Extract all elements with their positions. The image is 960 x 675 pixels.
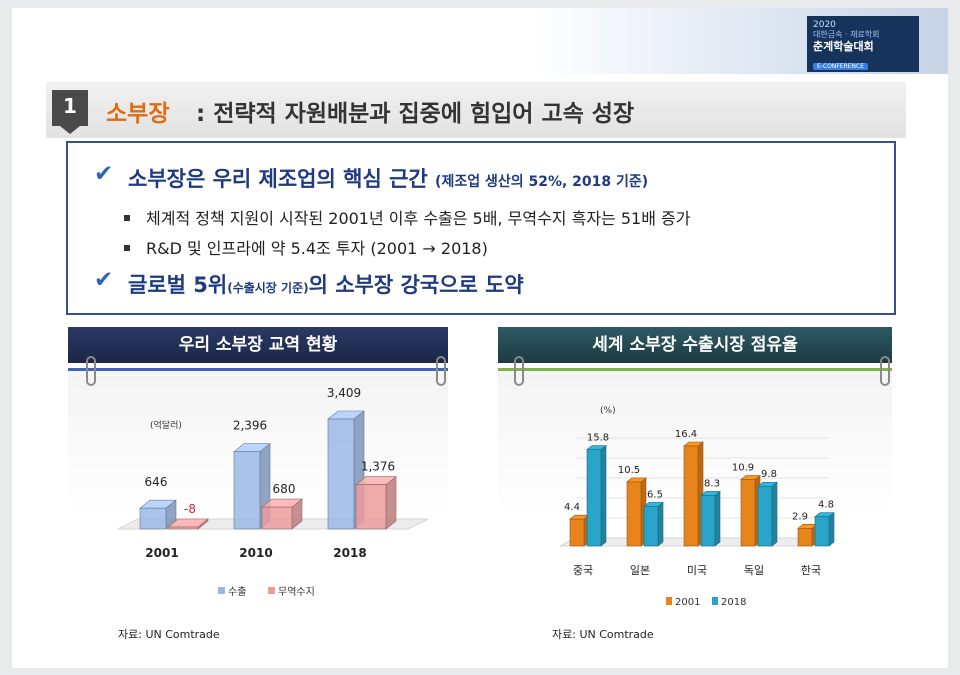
heading-keyword: 소부장 [106, 101, 170, 127]
summary-box: ✔ 소부장은 우리 제조업의 핵심 근간 (제조업 생산의 52%, 2018 … [66, 141, 896, 315]
trade-value-label: 646 [145, 475, 168, 489]
conference-tag: E-CONFERENCE [813, 63, 869, 70]
share-legend-label: 2018 [721, 597, 746, 608]
trade-chart-title: 우리 소부장 교역 현황 [68, 327, 448, 363]
share-bar-2018 [814, 516, 830, 547]
share-bar-2001 [569, 518, 585, 547]
share-value-label: 16.4 [675, 429, 697, 440]
share-value-label: 15.8 [587, 433, 609, 444]
bullet-square-icon [124, 244, 130, 251]
share-chart-unit-label: (%) [600, 406, 616, 416]
share-value-label: 10.5 [618, 465, 640, 476]
share-bar-2001 [797, 528, 813, 547]
trade-chart: (억달러) 2001 646 -8 2010 2,396 680 2018 3,409 1,376… [117, 386, 429, 598]
trade-value-label: 2,396 [233, 419, 267, 433]
share-bar-2018-side [600, 445, 607, 547]
summary-bullet-1: 체계적 정책 지원이 시작된 2001년 이후 수출은 5배, 무역수지 흑자는… [124, 205, 690, 229]
summary-line-1-main: 소부장은 우리 제조업의 핵심 근간 [128, 167, 428, 191]
trade-bar-수출 [327, 418, 355, 530]
binder-ring-icon [436, 356, 446, 386]
share-category-label: 중국 [573, 564, 593, 577]
check-icon: ✔ [94, 267, 114, 293]
share-value-label: 2.9 [792, 511, 808, 522]
share-category-label: 한국 [801, 564, 821, 577]
share-bar-2018 [586, 449, 602, 547]
share-category-label: 일본 [630, 563, 650, 577]
trade-legend-label: 수출 [228, 586, 246, 598]
share-value-label: 4.8 [818, 500, 834, 511]
share-category-label: 미국 [687, 564, 707, 577]
summary-line-2-a: 글로벌 5위 [128, 273, 228, 297]
share-bar-2018 [757, 485, 773, 547]
conference-year: 2020 [813, 20, 836, 30]
share-legend-label: 2001 [675, 597, 700, 608]
summary-line-1-sub: (제조업 생산의 52%, 2018 기준) [435, 174, 649, 190]
trade-chart-panel: (억달러) 2001 646 -8 2010 2,396 680 2018 3,409 1,376… [68, 371, 448, 613]
share-chart-title: 세계 소부장 수출시장 점유율 [498, 327, 892, 363]
heading-text: : 전략적 자원배분과 집중에 힘입어 고속 성장 [196, 101, 635, 127]
bullet-1-text: 체계적 정책 지원이 시작된 2001년 이후 수출은 5배, 무역수지 흑자는… [146, 209, 691, 228]
share-bar-2001 [626, 481, 642, 547]
share-bar-2018-side [828, 512, 835, 547]
binder-ring-icon [514, 356, 524, 386]
section-number-badge: 1 [52, 90, 88, 126]
trade-bar-무역수지-side [385, 475, 397, 530]
badge-tail [60, 126, 80, 134]
conference-logo: 2020 대한금속 · 재료학회 춘계학술대회 E-CONFERENCE [807, 16, 919, 72]
share-chart-source: 자료: UN Comtrade [552, 628, 654, 641]
binder-ring-icon [86, 356, 96, 386]
share-value-label: 4.4 [564, 502, 580, 513]
share-bar-2018-side [714, 490, 721, 547]
trade-category-label: 2001 [145, 546, 178, 560]
trade-value-label: -8 [184, 502, 196, 516]
share-legend-swatch [712, 597, 718, 605]
share-bar-2018 [643, 506, 659, 547]
panel-divider [68, 368, 448, 371]
share-value-label: 9.8 [761, 469, 777, 480]
share-bar-2001 [683, 445, 699, 547]
share-legend-swatch [666, 597, 672, 605]
panel-divider [498, 368, 892, 371]
trade-legend-label: 무역수지 [278, 586, 315, 598]
share-chart: (%) 중국 4.4 15.8 일본 10.5 6.5 미국 16.4 8.3 독일 10.9 9.8 한… [559, 406, 835, 608]
summary-line-2-b: 의 소부장 강국으로 도약 [308, 273, 524, 297]
trade-chart-unit-label: (억달러) [150, 419, 182, 431]
summary-line-1: 소부장은 우리 제조업의 핵심 근간 (제조업 생산의 52%, 2018 기준… [128, 163, 648, 193]
conference-name: 춘계학술대회 [813, 40, 874, 53]
trade-bar-무역수지 [355, 484, 387, 530]
summary-line-2: 글로벌 5위(수출시장 기준)의 소부장 강국으로 도약 [128, 269, 524, 299]
share-bar-2018-side [771, 481, 778, 547]
trade-value-label: 1,376 [361, 460, 395, 474]
share-bar-2018-side [657, 501, 664, 547]
binder-ring-icon [880, 356, 890, 386]
trade-bar-무역수지 [167, 526, 199, 530]
share-bar-2001 [740, 479, 756, 547]
share-value-label: 8.3 [704, 478, 720, 489]
trade-category-label: 2010 [239, 546, 272, 560]
section-heading: 1 소부장 : 전략적 자원배분과 집중에 힘입어 고속 성장 [46, 82, 906, 138]
trade-chart-source: 자료: UN Comtrade [118, 628, 220, 641]
conference-org: 대한금속 · 재료학회 [813, 30, 880, 39]
share-bar-2018 [700, 495, 716, 547]
check-icon: ✔ [94, 161, 114, 187]
bullet-square-icon [124, 214, 130, 221]
share-chart-panel: (%) 중국 4.4 15.8 일본 10.5 6.5 미국 16.4 8.3 독일 10.9 9.8 한… [498, 371, 892, 613]
summary-line-2-small: (수출시장 기준) [227, 281, 309, 295]
trade-bar-수출 [233, 451, 261, 530]
trade-legend-swatch [218, 587, 225, 594]
trade-value-label: 680 [273, 482, 296, 496]
trade-legend-swatch [268, 587, 275, 594]
trade-value-label: 3,409 [327, 386, 361, 400]
trade-category-label: 2018 [333, 546, 366, 560]
bullet-2-text: R&D 및 인프라에 약 5.4조 투자 (2001 → 2018) [146, 239, 488, 258]
trade-bar-수출 [139, 507, 167, 530]
share-value-label: 10.9 [732, 463, 754, 474]
share-category-label: 독일 [744, 563, 764, 577]
summary-bullet-2: R&D 및 인프라에 약 5.4조 투자 (2001 → 2018) [124, 235, 488, 259]
share-value-label: 6.5 [647, 489, 663, 500]
trade-bar-무역수지 [261, 506, 293, 530]
